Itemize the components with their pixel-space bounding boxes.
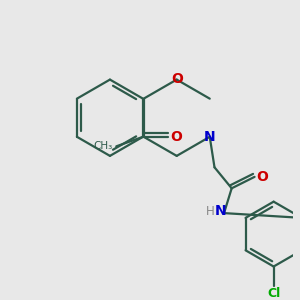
Text: O: O [256,170,268,184]
Text: CH₃: CH₃ [93,141,112,151]
Text: H: H [206,205,215,218]
Text: Cl: Cl [267,287,280,300]
Text: O: O [171,72,183,86]
Text: O: O [170,130,182,144]
Text: N: N [204,130,216,144]
Text: N: N [214,204,226,218]
